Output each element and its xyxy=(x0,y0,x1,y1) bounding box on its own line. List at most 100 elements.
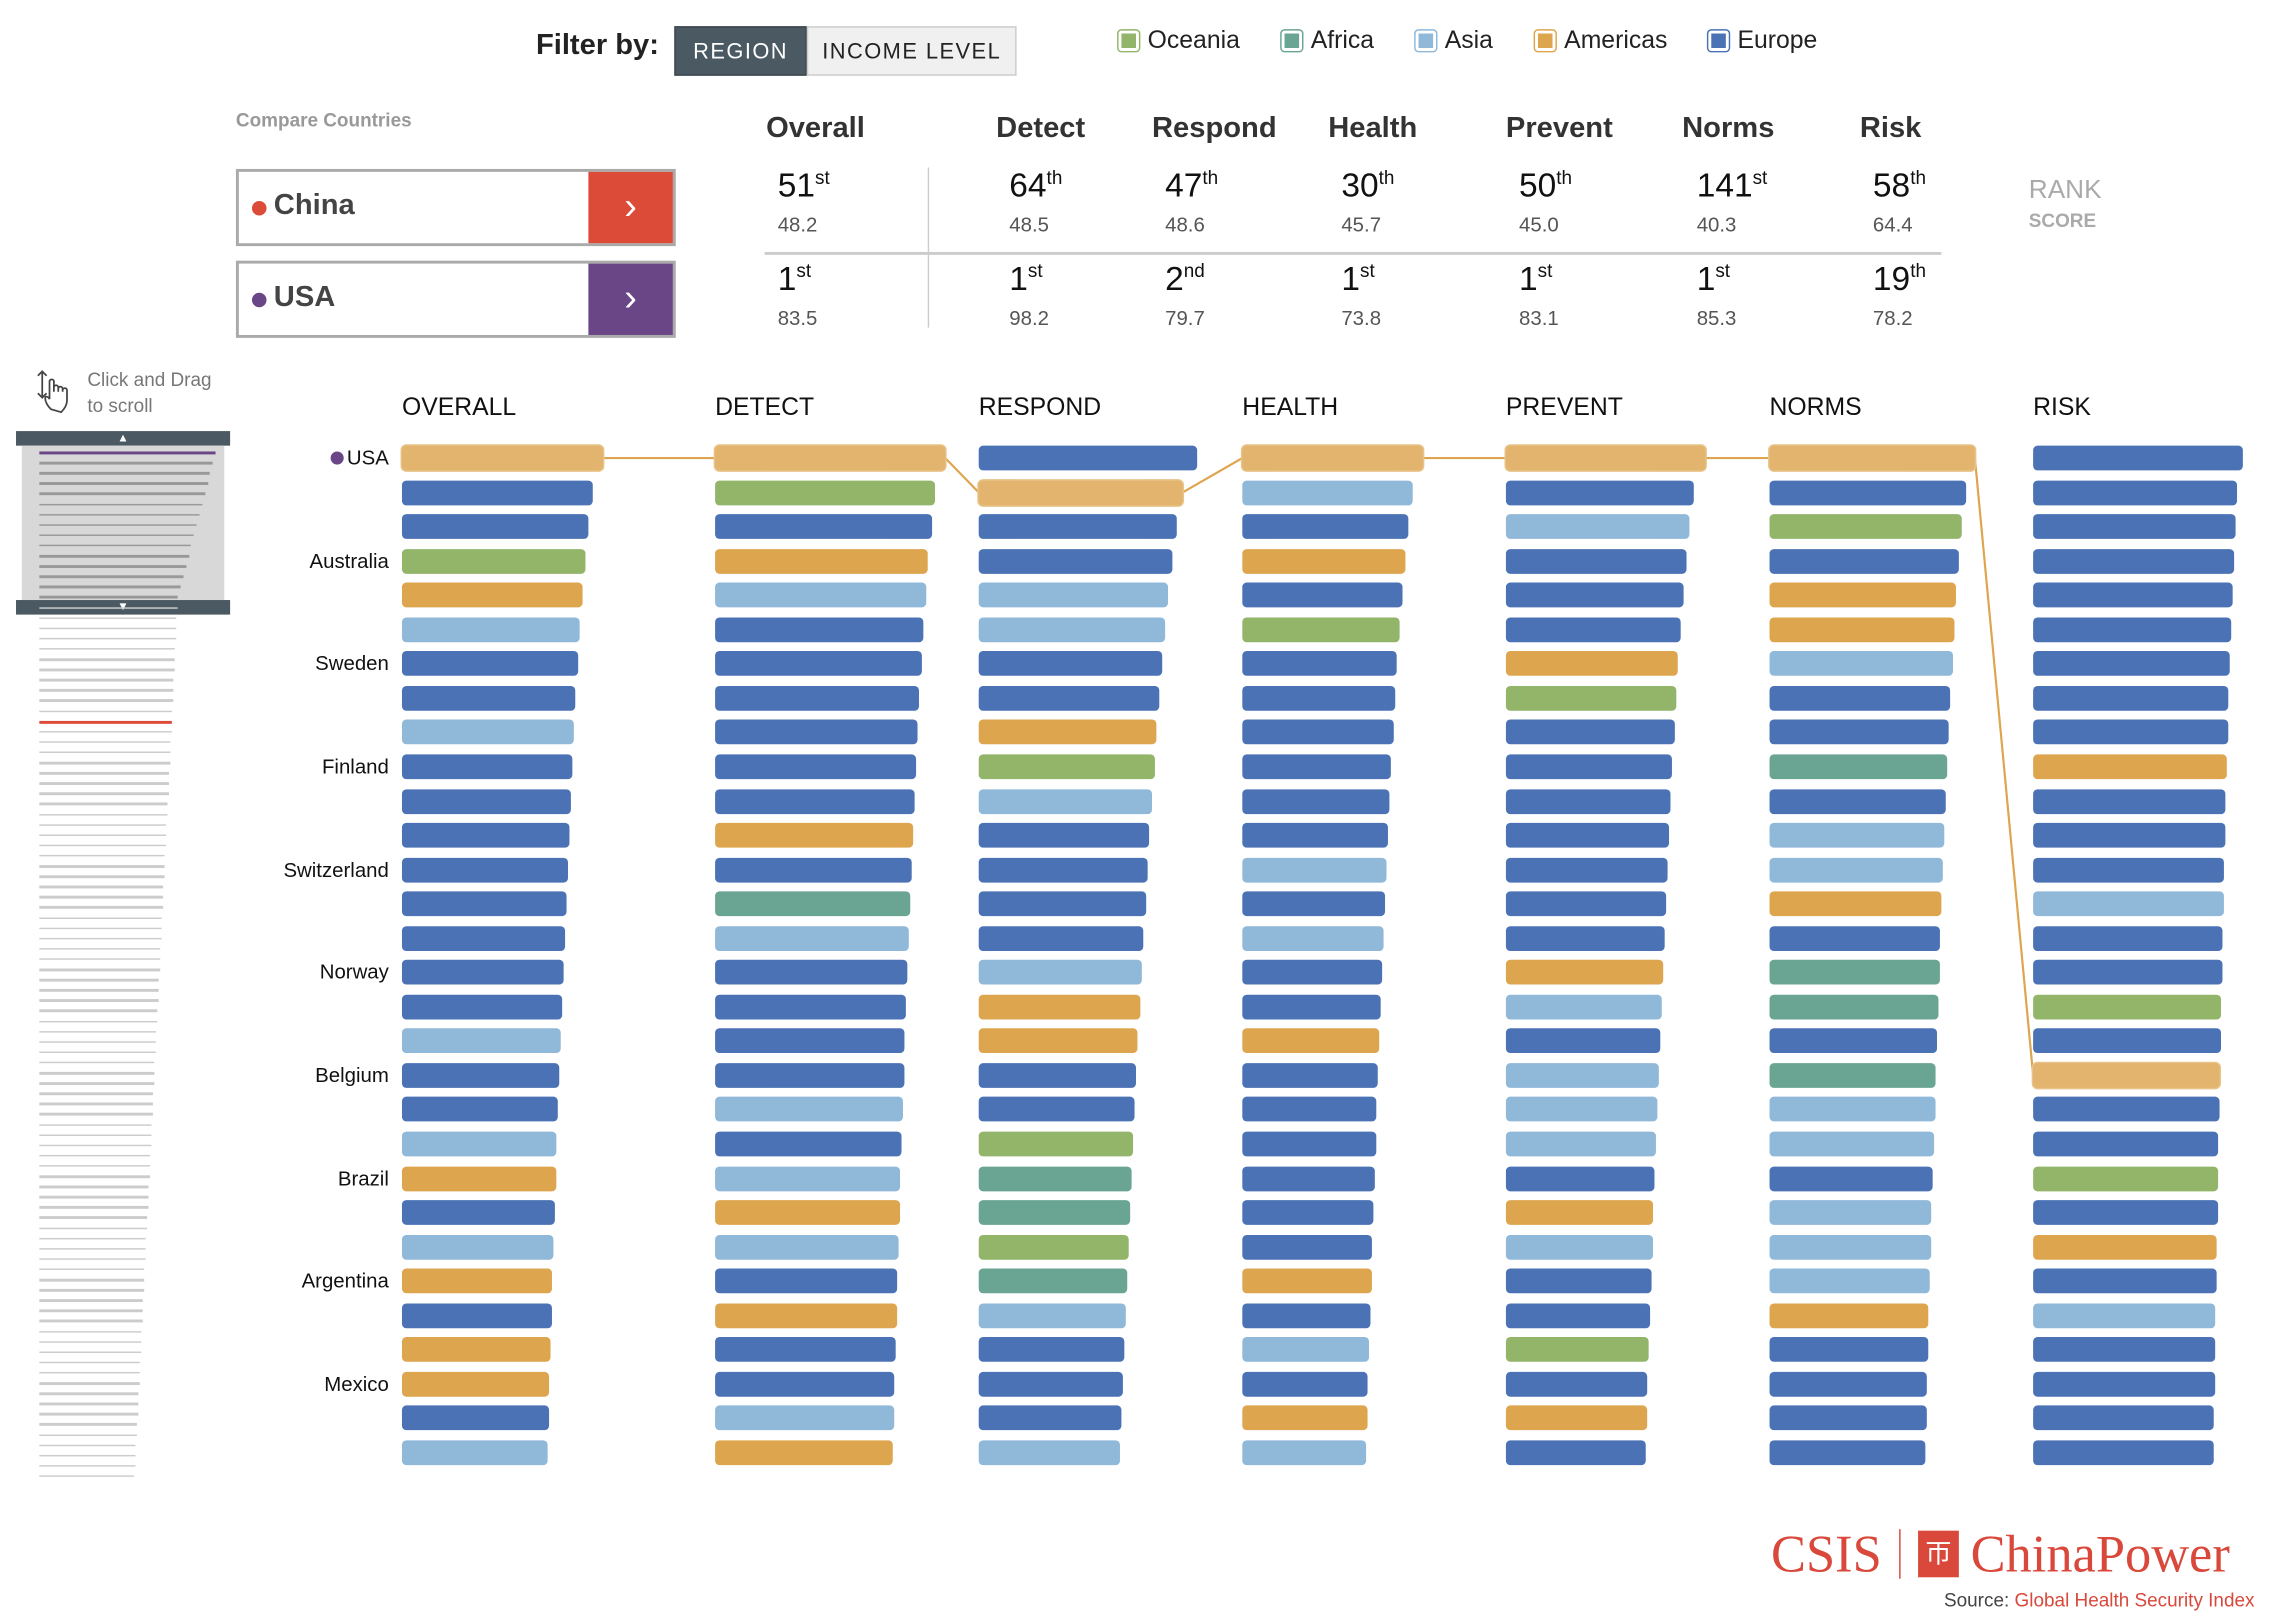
bar-country[interactable] xyxy=(401,548,586,574)
bar-country[interactable] xyxy=(715,548,929,574)
bar-country[interactable] xyxy=(1505,685,1677,711)
bar-country[interactable] xyxy=(401,651,578,677)
bar-country[interactable] xyxy=(2033,1440,2214,1466)
bar-country[interactable] xyxy=(2033,925,2223,951)
bar-country[interactable] xyxy=(1769,1440,1926,1466)
bar-country[interactable] xyxy=(715,994,907,1020)
bar-country[interactable] xyxy=(1505,582,1684,608)
bar-country[interactable] xyxy=(1242,925,1384,951)
bar-country[interactable] xyxy=(2033,1097,2220,1123)
bar-country[interactable] xyxy=(2033,788,2226,814)
bar-country[interactable] xyxy=(1769,1028,1938,1054)
bar-country[interactable] xyxy=(978,754,1155,780)
bar-country[interactable] xyxy=(1242,1405,1368,1431)
bar-country[interactable] xyxy=(2033,685,2229,711)
legend-item-americas[interactable]: Americas xyxy=(1533,26,1667,55)
bar-country[interactable] xyxy=(1769,1405,1927,1431)
bar-country[interactable] xyxy=(1769,925,1941,951)
bar-country[interactable] xyxy=(2033,1131,2219,1157)
bar-country[interactable] xyxy=(978,1371,1123,1397)
bar-country[interactable] xyxy=(1242,685,1395,711)
bar-country[interactable] xyxy=(1769,822,1945,848)
bar-country[interactable] xyxy=(715,685,920,711)
bar-country[interactable] xyxy=(401,1131,557,1157)
bar-country[interactable] xyxy=(978,582,1169,608)
bar-country[interactable] xyxy=(1505,1131,1656,1157)
bar-country[interactable] xyxy=(978,788,1152,814)
bar-country[interactable] xyxy=(1505,1303,1650,1328)
legend-item-africa[interactable]: Africa xyxy=(1280,26,1374,55)
country-select-china[interactable]: China › xyxy=(235,168,676,247)
bar-country[interactable] xyxy=(1769,1200,1932,1225)
bar-country[interactable] xyxy=(978,1063,1137,1088)
bar-country[interactable] xyxy=(1769,857,1943,882)
bar-country[interactable] xyxy=(2033,617,2231,642)
bar-country[interactable] xyxy=(978,617,1166,642)
bar-country[interactable] xyxy=(401,994,562,1020)
bar-country[interactable] xyxy=(2033,754,2227,780)
bar-country[interactable] xyxy=(715,1440,893,1466)
bar-usa[interactable] xyxy=(978,479,1183,505)
bar-country[interactable] xyxy=(401,891,566,917)
bar-country[interactable] xyxy=(2033,960,2222,985)
bar-country[interactable] xyxy=(1769,1268,1930,1294)
bar-country[interactable] xyxy=(1769,1097,1935,1123)
bar-country[interactable] xyxy=(1769,617,1955,642)
bar-country[interactable] xyxy=(401,1200,555,1225)
bar-country[interactable] xyxy=(401,1371,550,1397)
bar-country[interactable] xyxy=(1769,754,1948,780)
bar-country[interactable] xyxy=(401,1405,549,1431)
bar-country[interactable] xyxy=(715,891,911,917)
bar-country[interactable] xyxy=(1769,891,1942,917)
bar-country[interactable] xyxy=(401,1337,551,1363)
bar-country[interactable] xyxy=(2033,1337,2216,1363)
bar-country[interactable] xyxy=(715,960,908,985)
bar-country[interactable] xyxy=(1769,651,1953,677)
column-header-respond[interactable]: RESPOND xyxy=(978,393,1102,421)
bar-country[interactable] xyxy=(2033,891,2224,917)
bar-country[interactable] xyxy=(1242,857,1387,882)
bar-country[interactable] xyxy=(1505,1405,1647,1431)
scroll-up-button[interactable]: ▲ xyxy=(16,431,231,446)
bar-usa[interactable] xyxy=(715,445,946,471)
country-label[interactable]: Mexico xyxy=(324,1371,389,1396)
bar-country[interactable] xyxy=(715,582,926,608)
bar-country[interactable] xyxy=(978,822,1150,848)
bar-country[interactable] xyxy=(978,1268,1127,1294)
bar-country[interactable] xyxy=(1505,891,1666,917)
bar-usa[interactable] xyxy=(1505,445,1706,471)
bar-country[interactable] xyxy=(1505,960,1663,985)
bar-country[interactable] xyxy=(1242,1028,1380,1054)
bar-country[interactable] xyxy=(401,1303,552,1328)
bar-country[interactable] xyxy=(1505,822,1669,848)
bar-country[interactable] xyxy=(715,1165,901,1191)
column-header-detect[interactable]: DETECT xyxy=(715,393,815,421)
bar-country[interactable] xyxy=(1769,479,1966,505)
country-label[interactable]: Argentina xyxy=(301,1268,389,1293)
bar-country[interactable] xyxy=(2033,445,2243,471)
bar-country[interactable] xyxy=(1242,1063,1379,1088)
bar-country[interactable] xyxy=(2033,1268,2217,1294)
bar-usa[interactable] xyxy=(1769,445,1975,471)
column-header-risk[interactable]: RISK xyxy=(2033,393,2091,421)
bar-country[interactable] xyxy=(2033,1028,2221,1054)
bar-country[interactable] xyxy=(1242,1303,1371,1328)
bar-country[interactable] xyxy=(1769,994,1939,1020)
bar-country[interactable] xyxy=(978,960,1142,985)
bar-country[interactable] xyxy=(978,1234,1129,1260)
bar-country[interactable] xyxy=(1242,1440,1367,1466)
bar-country[interactable] xyxy=(1505,548,1687,574)
legend-item-asia[interactable]: Asia xyxy=(1414,26,1493,55)
bar-country[interactable] xyxy=(1242,582,1402,608)
bar-country[interactable] xyxy=(1242,1097,1377,1123)
legend-item-europe[interactable]: Europe xyxy=(1706,26,1817,55)
column-header-health[interactable]: HEALTH xyxy=(1242,393,1339,421)
bar-country[interactable] xyxy=(1769,1165,1933,1191)
bar-country[interactable] xyxy=(401,685,576,711)
bar-country[interactable] xyxy=(715,479,936,505)
bar-country[interactable] xyxy=(1242,994,1381,1020)
bar-country[interactable] xyxy=(1769,1234,1931,1260)
country-label[interactable]: USA xyxy=(346,445,389,469)
bar-country[interactable] xyxy=(1505,479,1695,505)
bar-country[interactable] xyxy=(2033,582,2233,608)
